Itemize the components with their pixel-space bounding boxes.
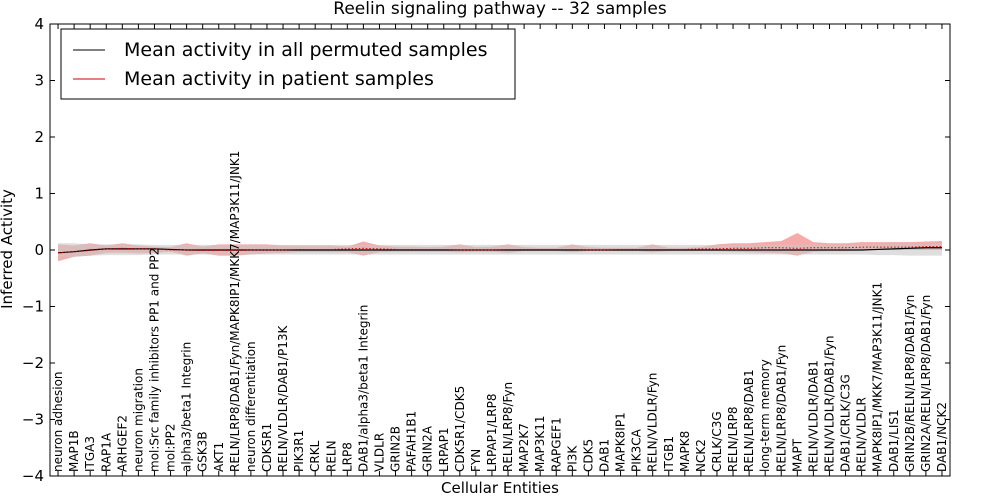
- x-tick-label: PIK3R1: [292, 430, 306, 472]
- x-tick-label: GRIN2B/RELN/LRP8/DAB1/Fyn: [903, 295, 917, 472]
- x-tick-label: mol:Src family inhibitors PP1 and PP2: [147, 248, 161, 472]
- x-tick-label: MAP3K11: [533, 415, 547, 472]
- x-tick-label: RELN/VLDLR/Fyn: [646, 373, 660, 472]
- y-tick-label: 0: [34, 241, 44, 259]
- x-tick-label: CDK5R1/CDK5: [453, 386, 467, 472]
- legend-label-patient: Mean activity in patient samples: [124, 68, 434, 90]
- x-tick-label: MAPK8: [678, 431, 692, 472]
- x-tick-label: neuron migration: [131, 368, 145, 472]
- x-tick-label: MAPK8IP1/MKK7/MAP3K11/JNK1: [871, 282, 885, 472]
- x-tick-label: NCK2: [694, 439, 708, 472]
- plot-layer: [57, 233, 942, 262]
- y-tick-label: −1: [22, 298, 44, 316]
- x-tick-label: DAB1/NCK2: [935, 402, 949, 472]
- x-tick-label: CRKL: [308, 440, 322, 472]
- y-tick-label: 1: [34, 185, 44, 203]
- x-tick-label: MAPK8IP1: [614, 412, 628, 472]
- x-tick-label: ITGB1: [662, 436, 676, 472]
- x-tick-label: ITGA3: [83, 436, 97, 472]
- x-tick-label: MAPT: [790, 438, 804, 472]
- x-tick-label: RELN/LRP8/DAB1/Fyn: [774, 345, 788, 472]
- x-tick-label: RELN/VLDLR/DAB1/P13K: [276, 325, 290, 472]
- series-line-patient: [58, 246, 942, 254]
- x-axis-label: Cellular Entities: [441, 479, 559, 497]
- x-tick-label: alpha3/beta1 Integrin: [180, 342, 194, 472]
- legend-label-permuted: Mean activity in all permuted samples: [124, 39, 487, 61]
- x-tick-label: RELN/LRP8/DAB1/Fyn/MAPK8IP1/MKK7/MAP3K11…: [228, 151, 242, 472]
- y-tick-label: −2: [22, 354, 44, 372]
- x-tick-label: DAB1/CRLK/C3G: [839, 374, 853, 472]
- x-tick-label: GRIN2A: [421, 425, 435, 472]
- x-tick-label: VLDLR: [372, 433, 386, 472]
- x-tick-label: FYN: [469, 449, 483, 472]
- x-tick-label: PI3K: [565, 445, 579, 472]
- y-tick-label: −4: [22, 467, 44, 485]
- x-tick-label: RELN/VLDLR/DAB1/Fyn: [822, 336, 836, 472]
- x-tick-label: CDK5: [581, 439, 595, 472]
- chart-title: Reelin signaling pathway -- 32 samples: [333, 0, 667, 19]
- x-tick-label: RELN/LRP8/DAB1: [742, 369, 756, 472]
- x-tick-label: LRPAP1: [437, 427, 451, 472]
- y-tick-label: 4: [34, 15, 44, 33]
- x-tick-label: neuron differentiation: [244, 341, 258, 472]
- x-tick-label: PAFAH1B1: [405, 411, 419, 472]
- x-tick-label: neuron adhesion: [51, 371, 65, 472]
- x-tick-label: DAB1/alpha3/beta1 Integrin: [356, 305, 370, 472]
- x-tick-label: RELN/LRP8: [726, 406, 740, 472]
- y-axis-label: Inferred Activity: [0, 189, 16, 309]
- y-tick-label: 3: [34, 72, 44, 90]
- legend: Mean activity in all permuted samples Me…: [60, 28, 516, 100]
- x-tick-label: DAB1: [597, 439, 611, 472]
- x-tick-label: GRIN2A/RELN/LRP8/DAB1/Fyn: [919, 295, 933, 472]
- x-tick-label: mol:PP2: [164, 423, 178, 472]
- y-tick-label: 2: [34, 128, 44, 146]
- x-tick-label: RAPGEF1: [549, 417, 563, 472]
- x-tick-label: RELN/LRP8/Fyn: [501, 382, 515, 472]
- legend-box: [60, 28, 516, 100]
- x-tick-label: CRLK/C3G: [710, 411, 724, 472]
- x-tick-label: MAP2K7: [517, 423, 531, 472]
- x-tick-label: RELN: [324, 440, 338, 472]
- x-tick-label: LRP8: [340, 442, 354, 472]
- y-tick-label: −3: [22, 411, 44, 429]
- x-tick-label: RAP1A: [99, 432, 113, 472]
- x-tick-label: DAB1/LIS1: [887, 409, 901, 472]
- x-tick-label: GSK3B: [196, 431, 210, 472]
- x-tick-label: GRIN2B: [389, 426, 403, 472]
- x-tick-label: CDK5R1: [260, 423, 274, 472]
- x-tick-label: PIK3CA: [630, 428, 644, 472]
- x-tick-label: RELN/VLDLR: [855, 397, 869, 472]
- x-tick-label: LRPAP1/LRP8: [485, 393, 499, 472]
- x-tick-label: AKT1: [212, 442, 226, 472]
- x-tick-label: RELN/VLDLR/DAB1: [806, 360, 820, 472]
- x-tick-label: MAP1B: [67, 430, 81, 472]
- x-tick-label: ARHGEF2: [115, 415, 129, 472]
- x-tick-label: long-term memory: [758, 359, 772, 472]
